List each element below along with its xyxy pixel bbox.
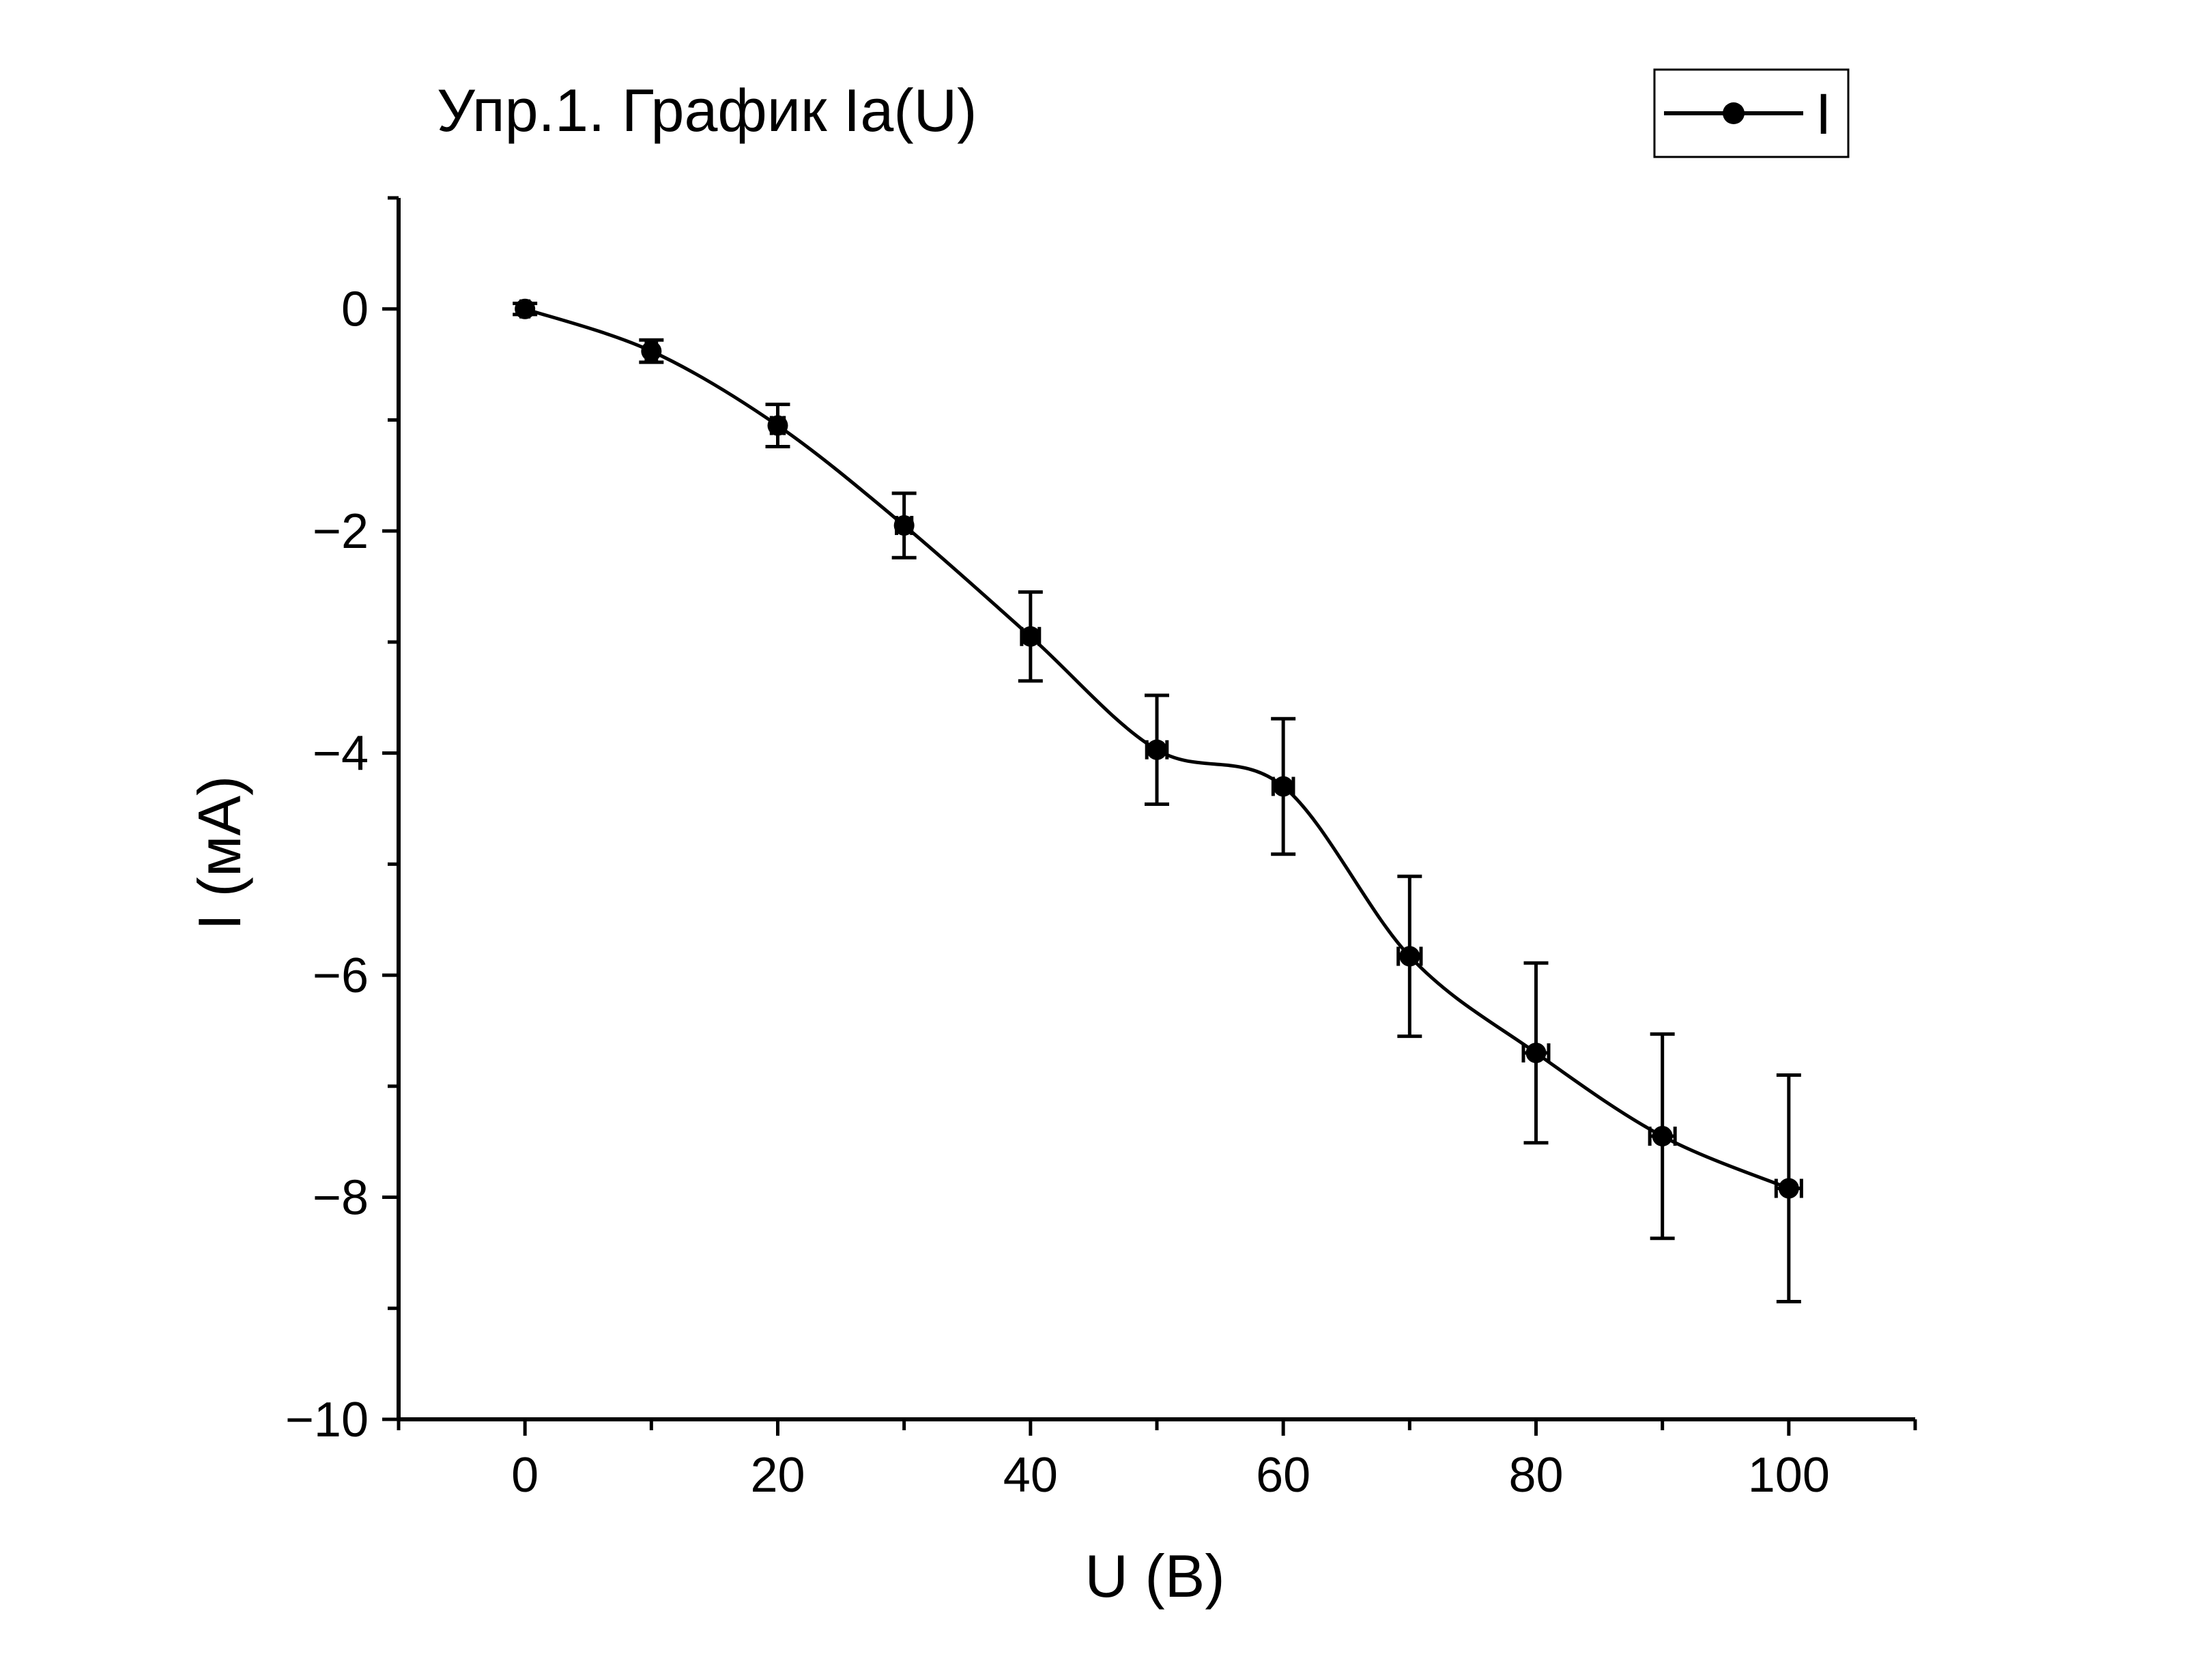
y-tick-label: −2 bbox=[313, 504, 369, 559]
y-axis-title: I (мА) bbox=[186, 776, 253, 931]
legend-entry-i: I bbox=[1816, 82, 1831, 146]
data-point bbox=[1273, 776, 1294, 797]
x-tick-label: 20 bbox=[750, 1448, 805, 1503]
y-tick-label: −6 bbox=[313, 948, 369, 1003]
data-point bbox=[641, 341, 662, 362]
data-point bbox=[515, 298, 536, 319]
data-point bbox=[1778, 1178, 1799, 1199]
x-tick-label: 0 bbox=[511, 1448, 539, 1503]
data-point bbox=[1147, 739, 1167, 760]
chart-title: Упр.1. График Ia(U) bbox=[437, 76, 977, 144]
data-point bbox=[1652, 1126, 1673, 1147]
data-point bbox=[1525, 1043, 1547, 1063]
x-tick-label: 100 bbox=[1748, 1448, 1830, 1503]
data-point bbox=[767, 415, 788, 436]
x-tick-label: 40 bbox=[1003, 1448, 1058, 1503]
error-bars bbox=[513, 299, 1803, 1304]
axes: 0 20 40 60 80 100 0 −2 −4 −6 −8 −10 bbox=[285, 196, 1917, 1503]
legend: I bbox=[1653, 68, 1850, 158]
x-tick-label: 60 bbox=[1256, 1448, 1310, 1503]
x-axis-title: U (В) bbox=[1085, 1542, 1224, 1610]
data-point bbox=[1020, 626, 1041, 647]
y-tick-label: −4 bbox=[313, 727, 369, 781]
x-tick-label: 80 bbox=[1508, 1448, 1563, 1503]
y-tick-label: 0 bbox=[341, 283, 369, 337]
y-tick-label: −8 bbox=[313, 1171, 369, 1226]
legend-marker-circle bbox=[1723, 102, 1745, 124]
data-points bbox=[515, 298, 1799, 1199]
data-point bbox=[1399, 946, 1420, 967]
y-tick-label: −10 bbox=[285, 1393, 369, 1447]
data-point bbox=[893, 515, 915, 536]
